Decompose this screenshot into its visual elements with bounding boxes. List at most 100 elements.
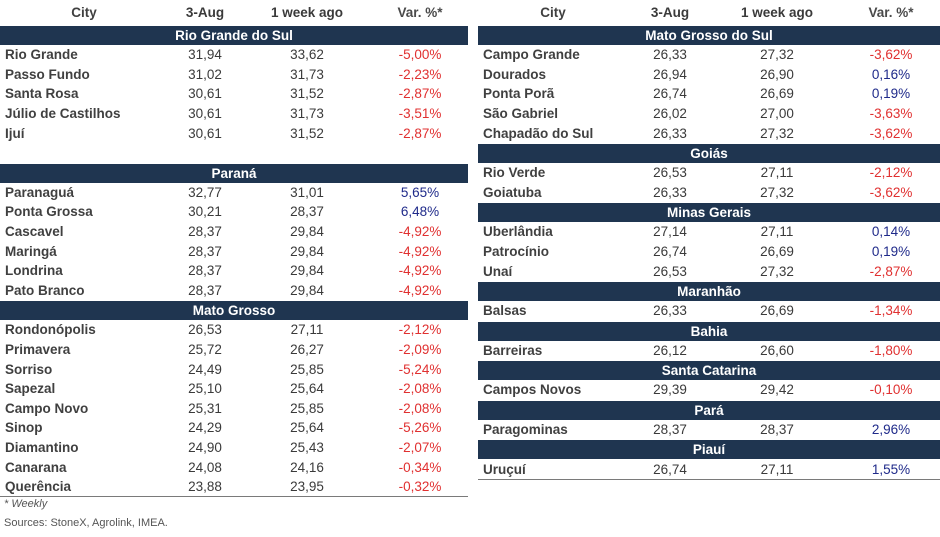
price-week-ago: 31,52 (290, 86, 324, 102)
price-3-aug: 23,88 (188, 479, 222, 495)
price-week-ago: 25,85 (290, 400, 324, 416)
city-name: Diamantino (5, 439, 79, 455)
variation-value: -2,12% (398, 322, 442, 338)
left-price-table: City 3-Aug 1 week ago Var. %* Rio Grande do … (0, 0, 468, 498)
city-name: Balsas (483, 303, 527, 319)
price-week-ago: 27,32 (760, 125, 794, 141)
table-row: Paragominas 28,37 28,37 2,96% (478, 420, 940, 440)
variation-value: -3,62% (869, 47, 913, 63)
table-row: Passo Fundo 31,02 31,73 -2,23% (0, 65, 468, 85)
variation-value: -1,34% (869, 303, 913, 319)
header-city: City (71, 5, 97, 20)
variation-value: -2,87% (398, 86, 442, 102)
table-row: Canarana 24,08 24,16 -0,34% (0, 457, 468, 477)
header-variation: Var. %* (397, 5, 443, 20)
price-3-aug: 26,53 (653, 263, 687, 279)
city-name: Londrina (5, 263, 63, 279)
variation-value: -0,34% (398, 459, 442, 475)
footnote: * Weekly (4, 498, 48, 510)
region-header: Piauí (478, 440, 940, 460)
city-name: Campo Grande (483, 47, 580, 63)
price-3-aug: 32,77 (188, 184, 222, 200)
table-bottom-rule (0, 496, 468, 498)
city-name: Canarana (5, 459, 67, 475)
price-3-aug: 26,33 (653, 184, 687, 200)
price-week-ago: 29,42 (760, 382, 794, 398)
table-row: Campos Novos 29,39 29,42 -0,10% (478, 380, 940, 400)
city-name: Ponta Porã (483, 86, 555, 102)
table-row: Sorriso 24,49 25,85 -5,24% (0, 359, 468, 379)
table-row: Patrocínio 26,74 26,69 0,19% (478, 242, 940, 262)
header-week-ago: 1 week ago (270, 5, 344, 20)
region-header: Paraná (0, 163, 468, 183)
price-3-aug: 31,02 (188, 66, 222, 82)
variation-value: 6,48% (400, 204, 440, 220)
price-week-ago: 27,11 (290, 322, 324, 338)
header-variation: Var. %* (868, 5, 914, 20)
variation-value: -2,23% (398, 66, 442, 82)
price-3-aug: 28,37 (188, 282, 222, 298)
table-row: São Gabriel 26,02 27,00 -3,63% (478, 104, 940, 124)
city-name: Unaí (483, 263, 513, 279)
price-week-ago: 25,64 (290, 420, 324, 436)
variation-value: 5,65% (400, 184, 440, 200)
table-row: Pato Branco 28,37 29,84 -4,92% (0, 281, 468, 301)
city-name: Rio Verde (483, 165, 546, 181)
price-week-ago: 25,64 (290, 381, 324, 397)
variation-value: -1,80% (869, 342, 913, 358)
price-3-aug: 29,39 (653, 382, 687, 398)
city-name: Ponta Grossa (5, 204, 93, 220)
variation-value: -3,63% (869, 106, 913, 122)
city-name: Barreiras (483, 342, 543, 358)
variation-value: -2,08% (398, 400, 442, 416)
price-week-ago: 26,27 (290, 342, 324, 358)
city-name: São Gabriel (483, 106, 559, 122)
header-city: City (540, 5, 566, 20)
table-row: Ijuí 30,61 31,52 -2,87% (0, 123, 468, 143)
variation-value: -4,92% (398, 282, 442, 298)
sources-note: Sources: StoneX, Agrolink, IMEA. (4, 517, 168, 529)
variation-value: -2,87% (398, 125, 442, 141)
city-name: Júlio de Castilhos (5, 106, 121, 122)
variation-value: 0,14% (871, 224, 911, 240)
region-header: Santa Catarina (478, 361, 940, 381)
price-week-ago: 27,32 (760, 263, 794, 279)
city-name: Maringá (5, 243, 57, 259)
price-week-ago: 26,60 (760, 342, 794, 358)
price-week-ago: 31,52 (290, 125, 324, 141)
city-name: Uruçuí (483, 461, 526, 477)
variation-value: -5,24% (398, 361, 442, 377)
price-week-ago: 27,32 (760, 184, 794, 200)
price-week-ago: 26,90 (760, 66, 794, 82)
city-name: Cascavel (5, 224, 64, 240)
price-3-aug: 26,74 (653, 461, 687, 477)
price-3-aug: 26,33 (653, 47, 687, 63)
region-header: Rio Grande do Sul (0, 26, 468, 45)
price-3-aug: 25,31 (188, 400, 222, 416)
table-row: Chapadão do Sul 26,33 27,32 -3,62% (478, 123, 940, 143)
price-3-aug: 24,90 (188, 439, 222, 455)
table-row: Ponta Grossa 30,21 28,37 6,48% (0, 202, 468, 222)
price-3-aug: 30,61 (188, 86, 222, 102)
city-name: Rondonópolis (5, 322, 96, 338)
price-week-ago: 28,37 (760, 422, 794, 438)
city-name: Rio Grande (5, 47, 78, 63)
table-row: Balsas 26,33 26,69 -1,34% (478, 301, 940, 321)
table-row: Primavera 25,72 26,27 -2,09% (0, 340, 468, 360)
table-row: Júlio de Castilhos 30,61 31,73 -3,51% (0, 104, 468, 124)
price-3-aug: 24,29 (188, 420, 222, 436)
region-header: Goiás (478, 143, 940, 163)
variation-value: -2,87% (869, 263, 913, 279)
city-name: Sinop (5, 420, 43, 436)
table-row: Querência 23,88 23,95 -0,32% (0, 477, 468, 497)
city-name: Campos Novos (483, 382, 582, 398)
variation-value: -4,92% (398, 263, 442, 279)
price-week-ago: 31,73 (290, 106, 324, 122)
price-week-ago: 27,11 (760, 224, 794, 240)
price-week-ago: 33,62 (290, 47, 324, 63)
table-row: Goiatuba 26,33 27,32 -3,62% (478, 183, 940, 203)
price-week-ago: 29,84 (290, 282, 324, 298)
table-row: Campo Grande 26,33 27,32 -3,62% (478, 45, 940, 65)
price-week-ago: 27,11 (760, 461, 794, 477)
price-3-aug: 28,37 (188, 224, 222, 240)
